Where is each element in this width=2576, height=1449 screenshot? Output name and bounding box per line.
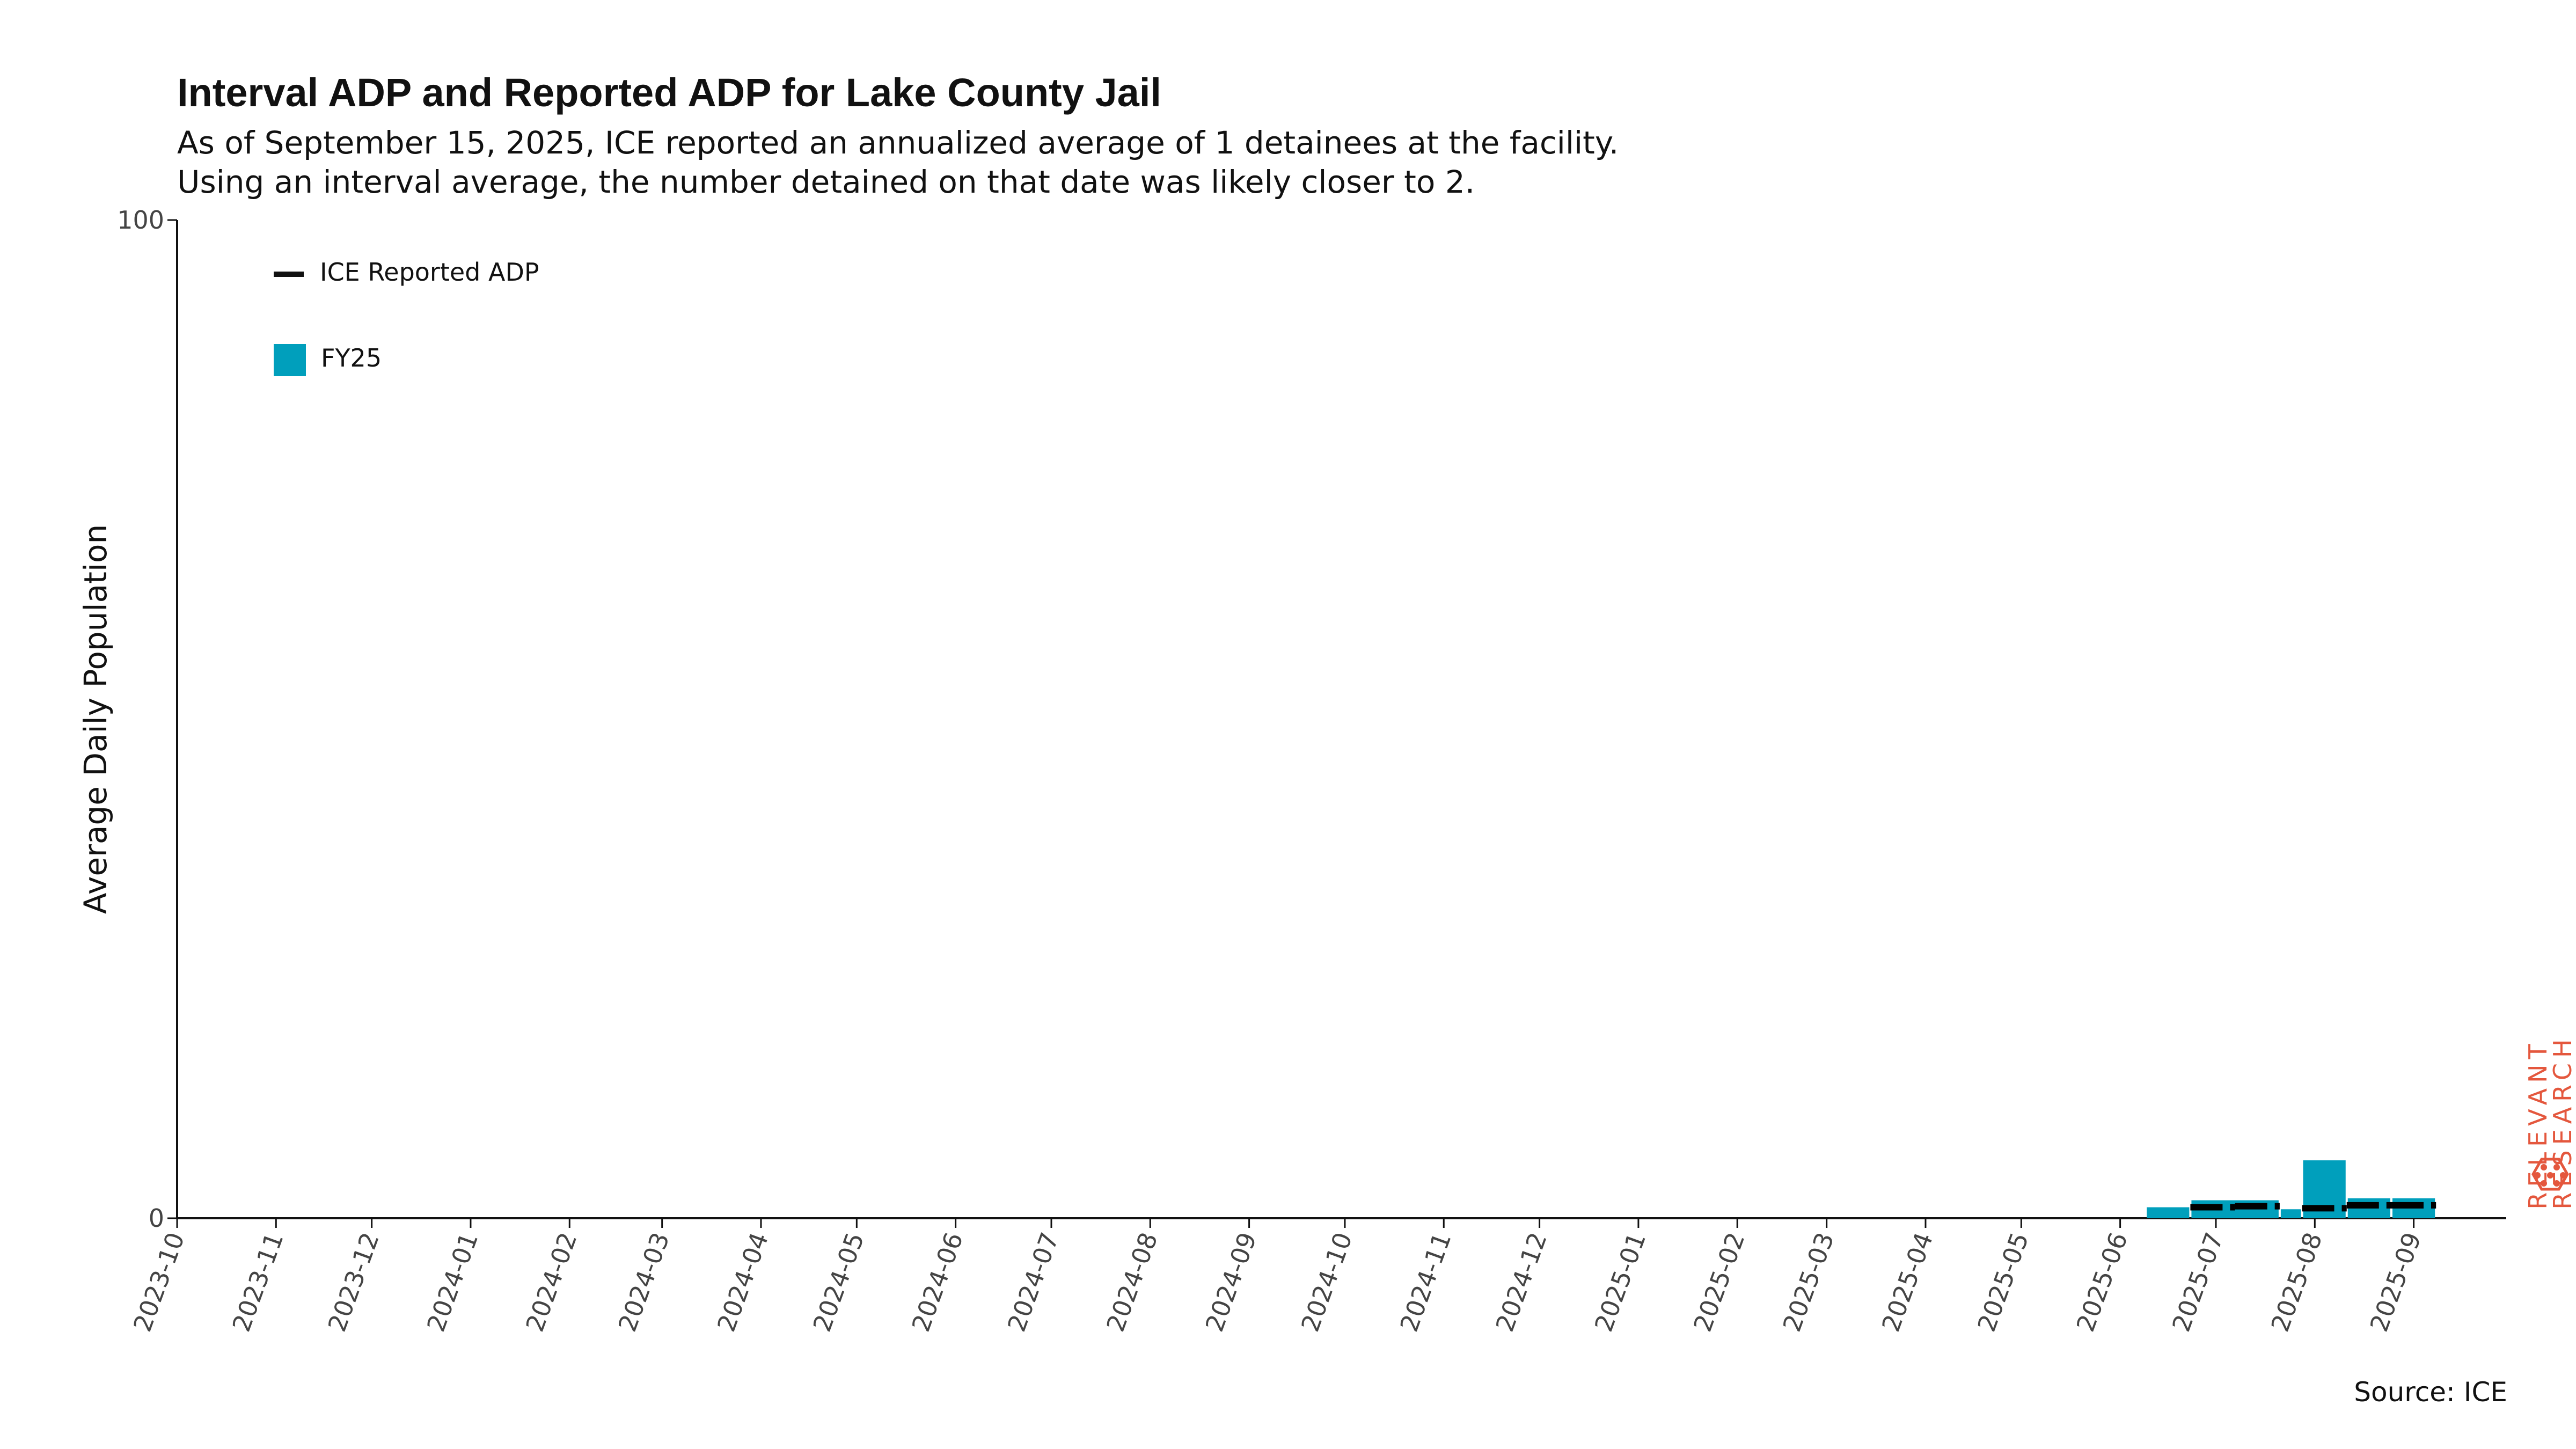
x-tick-label: 2024-08 (1101, 1228, 1163, 1335)
x-tick-label: 2024-01 (421, 1228, 484, 1335)
x-tick-label: 2024-07 (1002, 1228, 1064, 1335)
x-tick-label: 2025-05 (1972, 1228, 2034, 1335)
logo-line-2: RESEARCH (2548, 1034, 2576, 1210)
legend-label-reported: ICE Reported ADP (320, 258, 539, 287)
x-tick-label: 2023-11 (226, 1228, 289, 1335)
x-tick-label: 2023-12 (323, 1228, 385, 1335)
x-tick-label: 2024-10 (1296, 1228, 1358, 1335)
x-tick-label: 2025-01 (1589, 1228, 1651, 1335)
bar (2147, 1207, 2190, 1218)
y-tick-label: 100 (117, 206, 164, 235)
x-tick-label: 2024-03 (613, 1228, 675, 1335)
x-tick-label: 2024-09 (1199, 1228, 1262, 1335)
relevant-research-logo-icon (2531, 1158, 2569, 1191)
legend-item-fy25: FY25 (274, 343, 382, 376)
chart-subtitle-line-2: Using an interval average, the number de… (177, 164, 1475, 200)
x-tick-label: 2023-10 (128, 1228, 190, 1335)
legend-item-reported: ICE Reported ADP (274, 258, 539, 287)
x-tick-label: 2024-06 (906, 1228, 968, 1335)
chart-title: Interval ADP and Reported ADP for Lake C… (177, 70, 1161, 115)
x-tick-label: 2024-12 (1490, 1228, 1552, 1335)
x-tick-label: 2025-09 (2364, 1228, 2426, 1335)
bar (2280, 1209, 2301, 1218)
x-tick-label: 2025-07 (2167, 1228, 2229, 1335)
chart-subtitle-line-1: As of September 15, 2025, ICE reported a… (177, 125, 1619, 161)
x-tick-label: 2025-06 (2070, 1228, 2133, 1335)
x-tick-label: 2025-03 (1777, 1228, 1840, 1335)
x-tick-label: 2024-02 (520, 1228, 582, 1335)
y-tick-label: 0 (149, 1204, 164, 1233)
x-tick-label: 2024-11 (1394, 1228, 1457, 1335)
x-tick-label: 2025-04 (1876, 1228, 1938, 1335)
x-tick-label: 2025-02 (1688, 1228, 1750, 1335)
legend-bar-swatch (274, 343, 306, 376)
x-tick-label: 2024-05 (807, 1228, 869, 1335)
logo-wordmark: RELEVANT RESEARCH (2523, 1034, 2576, 1210)
x-tick-label: 2025-08 (2265, 1228, 2328, 1335)
legend-label-fy25: FY25 (321, 343, 382, 372)
legend-line-swatch (274, 271, 304, 277)
x-tick-label: 2024-04 (712, 1228, 774, 1335)
source-note: Source: ICE (2354, 1377, 2507, 1408)
